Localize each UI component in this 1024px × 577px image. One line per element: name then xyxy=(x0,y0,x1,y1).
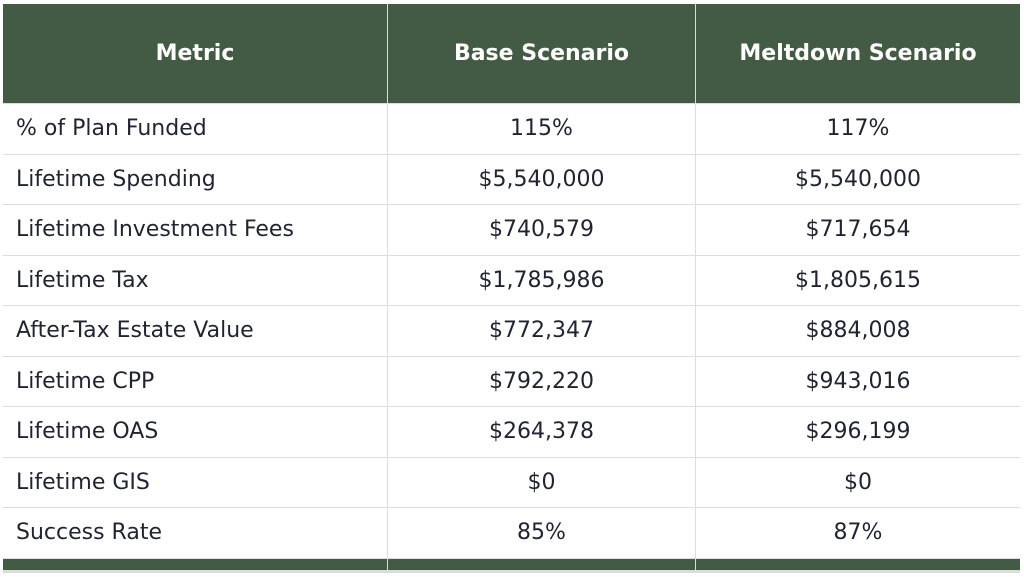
row-metric-label: Lifetime Investment Fees xyxy=(3,205,387,255)
row-base-value: $1,785,986 xyxy=(388,255,695,305)
row-metric-label: After-Tax Estate Value xyxy=(3,306,387,356)
row-meltdown-value: $717,654 xyxy=(696,205,1020,255)
table-footer-band xyxy=(3,558,387,570)
row-metric-label: Lifetime GIS xyxy=(3,457,387,507)
row-meltdown-value: 117% xyxy=(696,104,1020,154)
row-meltdown-value: $884,008 xyxy=(696,306,1020,356)
row-base-value: $264,378 xyxy=(388,407,695,457)
table-grid: Metric Base Scenario Meltdown Scenario %… xyxy=(3,4,1020,573)
row-metric-label: Lifetime Spending xyxy=(3,154,387,204)
row-base-value: 85% xyxy=(388,508,695,558)
row-metric-label: Lifetime Tax xyxy=(3,255,387,305)
row-base-value: 115% xyxy=(388,104,695,154)
table-footer-band xyxy=(696,558,1020,570)
row-meltdown-value: $296,199 xyxy=(696,407,1020,457)
row-meltdown-value: $943,016 xyxy=(696,356,1020,406)
column-header-base-scenario: Base Scenario xyxy=(388,4,695,103)
column-header-meltdown-scenario: Meltdown Scenario xyxy=(696,4,1020,103)
row-meltdown-value: $5,540,000 xyxy=(696,154,1020,204)
column-header-metric: Metric xyxy=(3,4,387,103)
row-base-value: $5,540,000 xyxy=(388,154,695,204)
comparison-table: Metric Base Scenario Meltdown Scenario %… xyxy=(3,4,1020,573)
row-meltdown-value: $0 xyxy=(696,457,1020,507)
row-base-value: $792,220 xyxy=(388,356,695,406)
row-metric-label: Lifetime OAS xyxy=(3,407,387,457)
row-base-value: $0 xyxy=(388,457,695,507)
row-metric-label: Lifetime CPP xyxy=(3,356,387,406)
row-meltdown-value: 87% xyxy=(696,508,1020,558)
row-base-value: $772,347 xyxy=(388,306,695,356)
row-base-value: $740,579 xyxy=(388,205,695,255)
row-meltdown-value: $1,805,615 xyxy=(696,255,1020,305)
row-metric-label: Success Rate xyxy=(3,508,387,558)
table-footer-band xyxy=(388,558,695,570)
row-metric-label: % of Plan Funded xyxy=(3,104,387,154)
